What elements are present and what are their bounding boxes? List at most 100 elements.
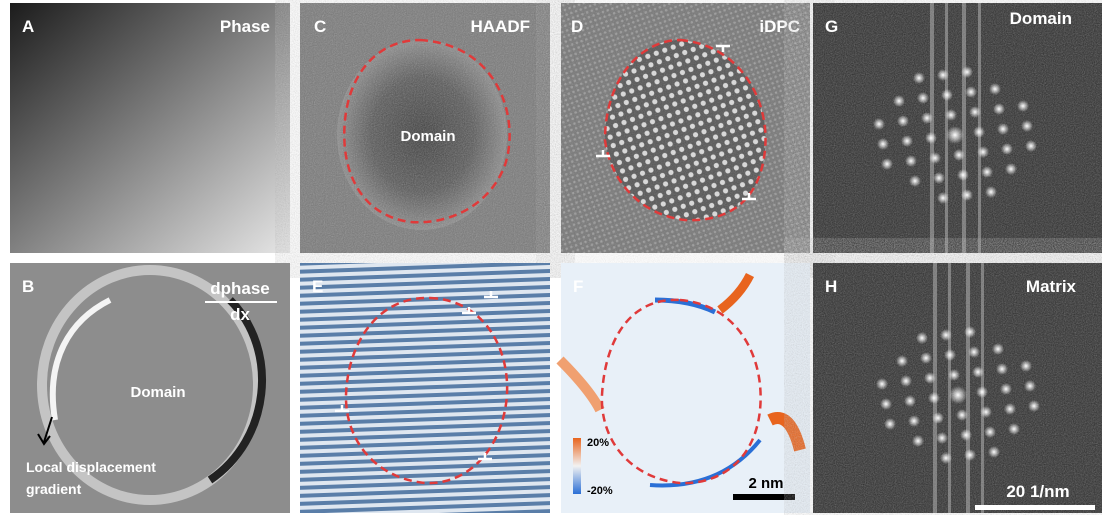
diffraction-spot <box>1004 403 1016 415</box>
diffraction-spot <box>893 95 905 107</box>
diffraction-spot <box>949 386 967 404</box>
diffraction-spot <box>940 329 952 341</box>
diffraction-spot <box>961 66 973 78</box>
panel-e <box>300 263 550 513</box>
panel-label: A <box>22 17 34 36</box>
diffraction-spot <box>920 352 932 364</box>
diffraction-spot <box>941 89 953 101</box>
diffraction-spot <box>897 115 909 127</box>
diffraction-spot <box>1001 143 1013 155</box>
diffraction-spot <box>956 409 968 421</box>
diffraction-spot <box>933 172 945 184</box>
diffraction-spot <box>929 152 941 164</box>
annotation: Domain <box>400 128 455 145</box>
diffraction-spot <box>913 72 925 84</box>
diffraction-spot <box>1028 400 1040 412</box>
diffraction-spot <box>877 138 889 150</box>
diffraction-spot <box>900 375 912 387</box>
diffraction-spot <box>873 118 885 130</box>
diffraction-spot <box>980 406 992 418</box>
diffraction-spot <box>1025 140 1037 152</box>
colorbar-label: -20% <box>587 485 613 497</box>
diffraction-spot <box>984 426 996 438</box>
diffraction-spot <box>953 149 965 161</box>
diffraction-spot <box>940 452 952 464</box>
diffraction-spot <box>989 83 1001 95</box>
panel-label: D <box>571 17 583 36</box>
diffraction-spot <box>977 146 989 158</box>
diffraction-spot <box>1020 360 1032 372</box>
diffraction-spot <box>1008 423 1020 435</box>
panel-label: B <box>22 277 34 296</box>
diffraction-spot <box>961 189 973 201</box>
diffraction-spot <box>916 332 928 344</box>
diffraction-spot <box>992 343 1004 355</box>
note: Local displacement <box>26 459 156 475</box>
diffraction-spot <box>908 415 920 427</box>
diffraction-spot <box>1000 383 1012 395</box>
diffraction-spot <box>1024 380 1036 392</box>
diffraction-spot <box>988 446 1000 458</box>
diffraction-spot <box>937 192 949 204</box>
diffraction-spot <box>937 69 949 81</box>
colorbar-label: 20% <box>587 437 609 449</box>
diffraction-spot <box>881 158 893 170</box>
diffraction-spot <box>944 349 956 361</box>
diffraction-spot <box>936 432 948 444</box>
diffraction-spot <box>965 86 977 98</box>
diffraction-spot <box>960 429 972 441</box>
annotation: Domain <box>130 384 185 401</box>
diffraction-spot <box>904 395 916 407</box>
panel-title: HAADF <box>471 17 531 36</box>
diffraction-spot <box>928 392 940 404</box>
panel-title: Domain <box>1010 9 1072 28</box>
panel-label: G <box>825 17 838 36</box>
diffraction-spot <box>946 126 964 144</box>
panel-label: E <box>312 277 323 296</box>
diffraction-spot <box>957 169 969 181</box>
diffraction-spot <box>981 166 993 178</box>
diffraction-spot <box>976 386 988 398</box>
scale-bar <box>733 494 795 500</box>
diffraction-spot <box>896 355 908 367</box>
panel-title: Matrix <box>1026 277 1077 296</box>
diffraction-spot <box>985 186 997 198</box>
diffraction-spot <box>1017 100 1029 112</box>
scale-bar <box>975 505 1095 510</box>
diffraction-spot <box>973 126 985 138</box>
diffraction-spot <box>997 123 1009 135</box>
note: gradient <box>26 481 82 497</box>
scale-bar-label: 20 1/nm <box>1006 482 1069 501</box>
panel-a <box>10 3 290 253</box>
panel-label: F <box>573 277 583 296</box>
diffraction-spot <box>901 135 913 147</box>
diffraction-spot <box>905 155 917 167</box>
panel-label: C <box>314 17 326 36</box>
diffraction-spot <box>921 112 933 124</box>
fraction-numerator: dphase <box>210 279 270 298</box>
diffraction-spot <box>917 92 929 104</box>
panel-title: Phase <box>220 17 270 36</box>
diffraction-spot <box>968 346 980 358</box>
diffraction-spot <box>964 449 976 461</box>
diffraction-spot <box>993 103 1005 115</box>
diffraction-spot <box>996 363 1008 375</box>
diffraction-spot <box>912 435 924 447</box>
figure: A Phase C HAADF Domain D iDPC G Domain B… <box>0 0 1102 515</box>
fraction-denominator: dx <box>230 305 250 324</box>
diffraction-spot <box>876 378 888 390</box>
diffraction-spot <box>884 418 896 430</box>
diffraction-spot <box>1021 120 1033 132</box>
diffraction-spot <box>964 326 976 338</box>
diffraction-spot <box>945 109 957 121</box>
diffraction-spot <box>1005 163 1017 175</box>
diffraction-spot <box>972 366 984 378</box>
diffraction-spot <box>924 372 936 384</box>
diffraction-spot <box>969 106 981 118</box>
diffraction-spot <box>948 369 960 381</box>
scale-bar-label: 2 nm <box>748 475 783 492</box>
diffraction-spot <box>909 175 921 187</box>
diffraction-spot <box>925 132 937 144</box>
panel-label: H <box>825 277 837 296</box>
diffraction-spot <box>932 412 944 424</box>
